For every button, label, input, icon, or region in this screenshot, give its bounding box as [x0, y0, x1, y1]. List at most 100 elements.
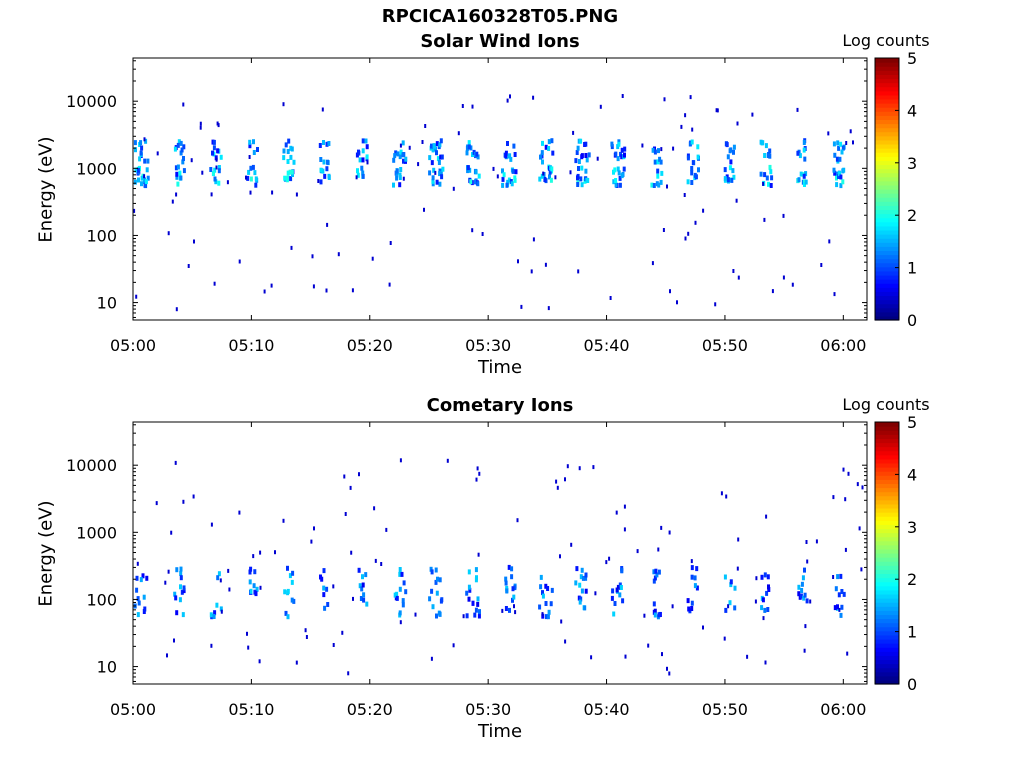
- count-cell: [143, 606, 147, 612]
- colorbar-step: [875, 483, 899, 489]
- count-cell: [321, 168, 325, 174]
- count-cell: [659, 179, 663, 185]
- count-cell: [249, 588, 253, 594]
- colorbar: [875, 422, 899, 685]
- y-tick-label: 10000: [66, 456, 117, 475]
- count-cell: [770, 175, 774, 181]
- count-cell: [587, 152, 591, 158]
- count-cell: [577, 159, 581, 164]
- count-cell: [176, 181, 180, 187]
- colorbar-step: [875, 454, 899, 460]
- count-cell: [578, 466, 581, 471]
- count-cell: [212, 614, 216, 619]
- count-cell: [616, 166, 620, 172]
- count-cell: [735, 198, 738, 203]
- count-cell: [144, 179, 148, 185]
- count-cell: [143, 177, 146, 183]
- count-cell: [258, 659, 261, 664]
- count-cell: [170, 530, 173, 535]
- count-cell: [686, 598, 690, 604]
- count-cell: [693, 575, 697, 581]
- colorbar-step: [875, 634, 899, 640]
- colorbar-step: [875, 487, 899, 493]
- count-cell: [286, 614, 290, 620]
- count-cell: [283, 175, 287, 181]
- count-cell: [247, 645, 250, 650]
- colorbar-step: [875, 217, 899, 223]
- colorbar-step: [875, 638, 899, 644]
- colorbar-step: [875, 197, 899, 202]
- count-cell: [164, 580, 167, 585]
- count-cell: [350, 550, 353, 555]
- count-cell: [796, 150, 800, 156]
- colorbar-step: [875, 115, 899, 120]
- colorbar-step: [875, 254, 899, 260]
- count-cell: [613, 167, 617, 173]
- count-cell: [849, 129, 852, 134]
- colorbar-step: [875, 189, 899, 194]
- count-cell: [182, 585, 186, 591]
- count-cell: [321, 107, 324, 112]
- colorbar-step: [875, 458, 899, 464]
- count-cell: [799, 171, 803, 177]
- count-cell: [861, 485, 864, 490]
- count-cell: [797, 591, 801, 597]
- count-cell: [657, 547, 660, 552]
- colorbar-step: [875, 74, 899, 80]
- count-cell: [838, 156, 842, 162]
- count-cell: [271, 190, 274, 195]
- count-cell: [252, 554, 255, 559]
- count-cell: [361, 157, 365, 163]
- count-cell: [586, 178, 590, 183]
- count-cell: [216, 575, 220, 581]
- count-cell: [540, 173, 544, 179]
- colorbar-step: [875, 512, 899, 517]
- count-cell: [580, 588, 584, 594]
- count-cell: [310, 539, 313, 544]
- count-cell: [513, 177, 517, 183]
- colorbar-step: [875, 201, 899, 206]
- count-cell: [800, 588, 804, 593]
- count-cell: [174, 460, 177, 465]
- count-cell: [621, 598, 625, 604]
- count-cell: [477, 552, 480, 557]
- count-cell: [249, 165, 253, 171]
- count-cell: [392, 182, 395, 188]
- colorbar-step: [875, 540, 899, 546]
- count-cell: [173, 146, 177, 152]
- count-cell: [439, 598, 443, 604]
- colorbar-step: [875, 557, 899, 562]
- colorbar-step: [875, 675, 899, 681]
- colorbar-step: [875, 495, 899, 501]
- count-cell: [452, 186, 455, 191]
- colorbar-step: [875, 291, 899, 297]
- count-cell: [663, 97, 666, 102]
- count-cell: [539, 154, 542, 160]
- count-cell: [576, 145, 580, 151]
- colorbar-step: [875, 139, 899, 145]
- count-cell: [398, 172, 402, 178]
- count-cell: [140, 145, 144, 151]
- count-cell: [617, 141, 621, 147]
- count-cell: [398, 610, 402, 616]
- count-cell: [141, 573, 145, 579]
- count-cell: [570, 542, 573, 547]
- count-cell: [520, 304, 523, 309]
- count-cell: [690, 574, 694, 580]
- count-cell: [666, 666, 668, 671]
- count-cell: [393, 592, 397, 598]
- count-cell: [187, 264, 190, 268]
- count-cell: [286, 175, 290, 181]
- count-cell: [439, 138, 443, 144]
- count-cell: [506, 98, 509, 103]
- colorbar-step: [875, 536, 899, 542]
- count-cell: [514, 610, 517, 615]
- count-cell: [136, 167, 140, 173]
- count-cell: [832, 167, 836, 173]
- count-cell: [651, 147, 655, 153]
- colorbar-step: [875, 209, 899, 215]
- count-cell: [398, 567, 402, 572]
- x-tick-label: 05:10: [228, 336, 274, 355]
- count-cell: [143, 174, 146, 179]
- colorbar-step: [875, 123, 899, 129]
